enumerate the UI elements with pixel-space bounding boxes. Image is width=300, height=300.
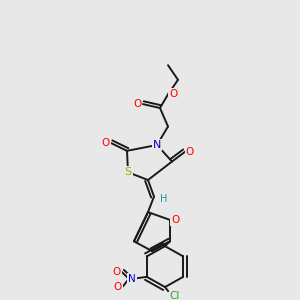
Text: H: H — [160, 194, 168, 203]
Text: O: O — [186, 147, 194, 157]
Text: O: O — [102, 138, 110, 148]
Text: O: O — [169, 89, 177, 99]
Text: S: S — [124, 167, 132, 177]
Text: O: O — [113, 267, 121, 277]
Text: Cl: Cl — [170, 291, 180, 300]
Text: N: N — [153, 140, 161, 150]
Text: N: N — [128, 274, 136, 284]
Text: O: O — [133, 99, 141, 109]
Text: O: O — [171, 215, 179, 225]
Text: O: O — [114, 282, 122, 292]
